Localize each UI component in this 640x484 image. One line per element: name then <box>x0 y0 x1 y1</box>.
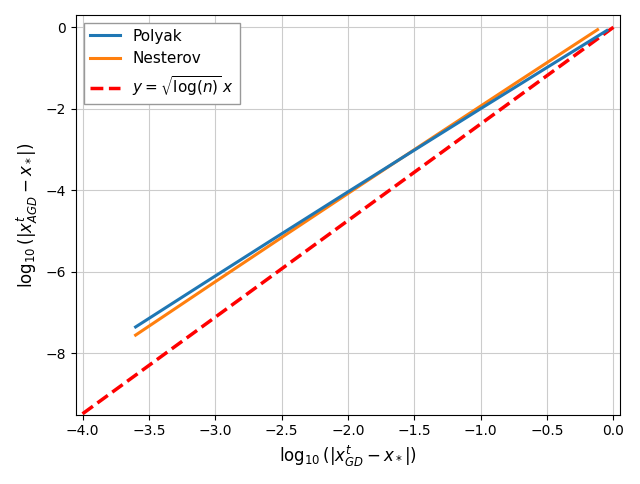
$y = \sqrt{\log(n)}\,x$ <box>393 182 401 188</box>
Line: $y = \sqrt{\log(n)}\,x$: $y = \sqrt{\log(n)}\,x$ <box>83 27 614 414</box>
Nesterov <box>594 27 602 32</box>
Y-axis label: $\log_{10}(|x_{AGD}^t - x_*|)$: $\log_{10}(|x_{AGD}^t - x_*|)$ <box>15 142 40 287</box>
$y = \sqrt{\log(n)}\,x$ <box>610 24 618 30</box>
Polyak <box>412 146 420 152</box>
$y = \sqrt{\log(n)}\,x$ <box>79 411 86 417</box>
X-axis label: $\log_{10}(|x_{GD}^t - x_*|)$: $\log_{10}(|x_{GD}^t - x_*|)$ <box>279 444 417 469</box>
Polyak <box>591 34 599 40</box>
$y = \sqrt{\log(n)}\,x$ <box>404 174 412 180</box>
Polyak <box>356 182 364 187</box>
$y = \sqrt{\log(n)}\,x$ <box>81 409 88 415</box>
Line: Nesterov: Nesterov <box>136 30 598 335</box>
$y = \sqrt{\log(n)}\,x$ <box>526 85 534 91</box>
Line: Polyak: Polyak <box>136 30 607 327</box>
Nesterov <box>406 149 414 155</box>
Polyak <box>387 162 394 168</box>
Polyak <box>132 324 140 330</box>
Nesterov <box>510 81 518 87</box>
$y = \sqrt{\log(n)}\,x$ <box>560 60 568 66</box>
Nesterov <box>381 166 389 171</box>
Nesterov <box>582 34 590 40</box>
Nesterov <box>354 184 362 190</box>
Polyak <box>358 180 366 186</box>
Nesterov <box>351 186 359 192</box>
Polyak <box>518 80 525 86</box>
Polyak <box>603 28 611 33</box>
$y = \sqrt{\log(n)}\,x$ <box>395 181 403 186</box>
Nesterov <box>132 332 140 338</box>
Legend: Polyak, Nesterov, $y = \sqrt{\log(n)}\,x$: Polyak, Nesterov, $y = \sqrt{\log(n)}\,x… <box>83 23 240 104</box>
